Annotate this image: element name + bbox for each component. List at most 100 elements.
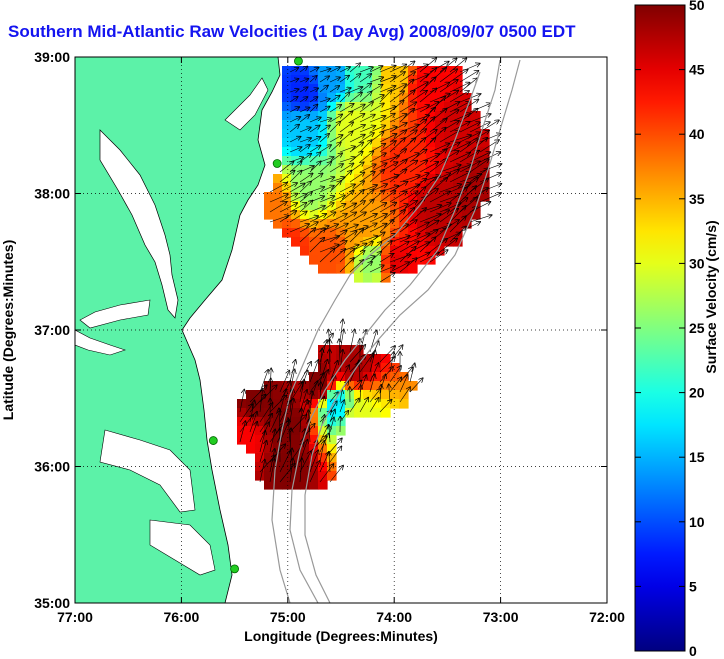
velocity-cell: [381, 138, 391, 148]
velocity-vector: [349, 74, 360, 83]
velocity-cell: [363, 210, 373, 220]
velocity-vector: [289, 79, 298, 82]
velocity-cell: [327, 228, 337, 238]
velocity-cell: [318, 399, 328, 409]
velocity-vector: [479, 140, 499, 153]
velocity-vector: [389, 242, 409, 253]
velocity-vectors: [239, 58, 501, 483]
colorbar-tick-label: 45: [689, 62, 705, 78]
velocity-cell: [399, 237, 409, 247]
velocity-cell: [444, 174, 454, 184]
velocity-vector: [380, 385, 381, 403]
velocity-vector: [449, 206, 466, 223]
velocity-cell: [381, 192, 391, 202]
velocity-cell: [282, 156, 292, 166]
velocity-cell: [318, 219, 328, 229]
velocity-cell: [435, 246, 445, 256]
velocity-cell: [471, 129, 481, 139]
velocity-vector: [399, 102, 416, 113]
velocity-vector: [309, 105, 317, 113]
coastline-land: [75, 57, 281, 603]
velocity-cell: [372, 273, 382, 283]
velocity-cell: [408, 237, 418, 247]
velocity-cell: [363, 381, 373, 391]
velocity-cell: [426, 102, 436, 112]
velocity-cell: [282, 444, 292, 454]
velocity-cell: [399, 102, 409, 112]
velocity-vector: [459, 122, 480, 133]
velocity-cell: [282, 120, 292, 130]
velocity-cell: [264, 192, 274, 202]
velocity-vector: [339, 67, 350, 73]
velocity-vector: [369, 214, 387, 223]
velocity-cell: [318, 255, 328, 265]
velocity-vector: [349, 87, 362, 93]
velocity-cell: [372, 408, 382, 418]
velocity-cell: [327, 84, 337, 94]
velocity-cell: [381, 165, 391, 175]
velocity-cell: [264, 210, 274, 220]
velocity-cell: [354, 372, 364, 382]
velocity-cell: [417, 165, 427, 175]
velocity-cell: [435, 156, 445, 166]
velocity-vector: [359, 133, 374, 143]
velocity-vector: [340, 390, 342, 403]
velocity-vector: [339, 122, 353, 133]
velocity-vector: [389, 91, 404, 103]
velocity-cell: [408, 174, 418, 184]
velocity-vector: [409, 173, 429, 183]
velocity-cell: [354, 102, 364, 112]
velocity-cell: [318, 237, 328, 247]
velocity-cell: [309, 219, 319, 229]
velocity-cell: [417, 93, 427, 103]
velocity-vector: [329, 67, 340, 73]
velocity-vector: [359, 354, 373, 373]
velocity-cell: [282, 471, 292, 481]
velocity-cell: [345, 354, 355, 364]
velocity-vector: [279, 401, 290, 423]
velocity-vector: [339, 350, 343, 373]
velocity-cell: [255, 408, 265, 418]
velocity-vector: [379, 273, 395, 283]
velocity-vector: [289, 211, 307, 223]
velocity-cell: [309, 75, 319, 85]
velocity-vector: [429, 191, 450, 203]
velocity-vector: [339, 400, 344, 413]
velocity-cell: [309, 93, 319, 103]
velocity-cell: [426, 66, 436, 76]
velocity-cell: [453, 102, 463, 112]
velocity-cell: [417, 201, 427, 211]
velocity-vector: [299, 107, 309, 113]
velocity-cell: [363, 165, 373, 175]
velocity-cell: [327, 147, 337, 157]
velocity-vector: [299, 201, 312, 213]
velocity-vector: [459, 78, 477, 93]
velocity-cell: [300, 390, 310, 400]
velocity-cell: [444, 129, 454, 139]
velocity-cell: [327, 102, 337, 112]
velocity-cell: [282, 462, 292, 472]
velocity-cell: [372, 372, 382, 382]
velocity-vector: [409, 378, 423, 393]
velocity-cell: [390, 66, 400, 76]
velocity-cell: [291, 120, 301, 130]
velocity-vector: [369, 66, 382, 73]
velocity-cell: [390, 390, 400, 400]
velocity-vector: [449, 187, 467, 203]
velocity-cell: [345, 138, 355, 148]
velocity-cell: [399, 381, 409, 391]
velocity-cell: [453, 84, 463, 94]
velocity-cell: [417, 237, 427, 247]
chart-title: Southern Mid-Atlantic Raw Velocities (1 …: [8, 22, 576, 41]
velocity-cell: [471, 165, 481, 175]
velocity-cell: [300, 408, 310, 418]
velocity-cell: [336, 372, 346, 382]
velocity-cell: [408, 201, 418, 211]
velocity-cell: [399, 66, 409, 76]
velocity-vector: [419, 237, 435, 253]
velocity-vector: [349, 63, 360, 73]
velocity-vector: [320, 349, 322, 373]
velocity-cell: [390, 165, 400, 175]
x-axis-label: Longitude (Degrees:Minutes): [244, 628, 438, 644]
velocity-vector: [469, 138, 487, 153]
